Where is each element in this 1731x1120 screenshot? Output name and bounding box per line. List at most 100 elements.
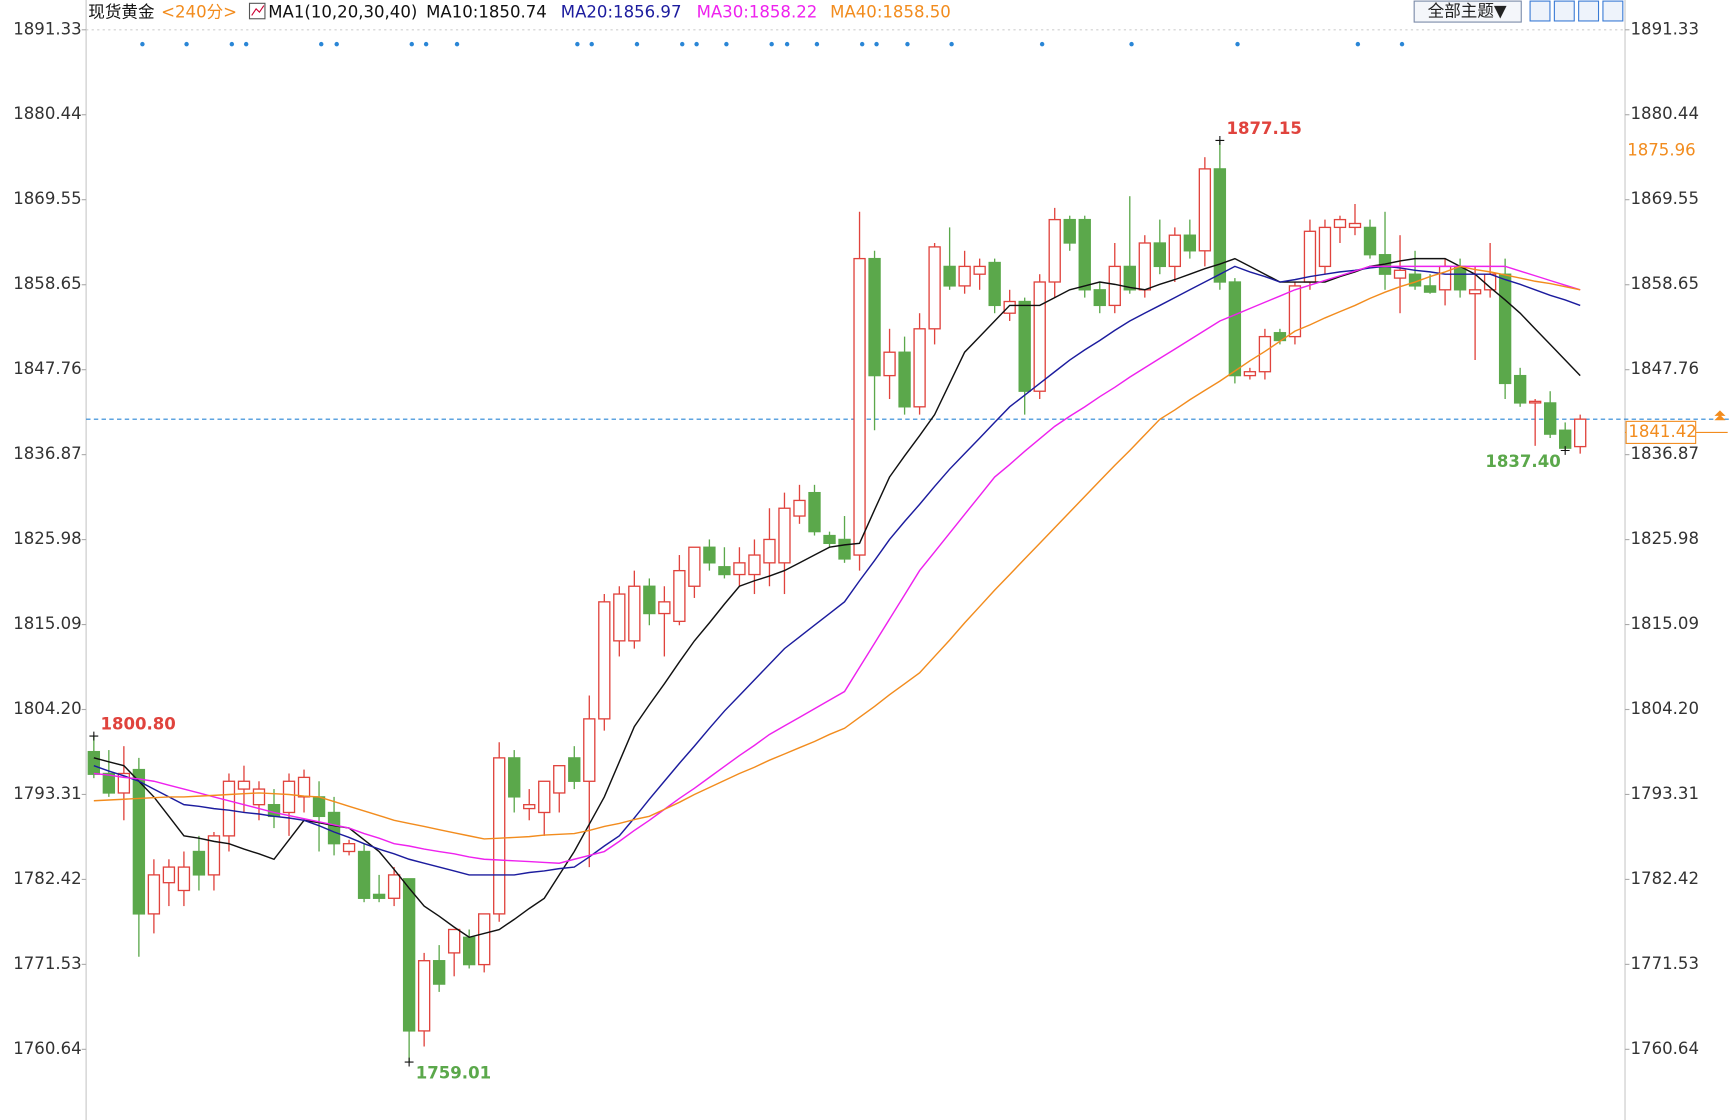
candle-body — [132, 768, 146, 915]
y-tick-label: 1847.76 — [13, 359, 81, 378]
y-tick-label: 1836.87 — [13, 444, 81, 463]
candle-body — [1423, 285, 1437, 293]
candle-body — [282, 780, 296, 814]
candle-body — [538, 780, 551, 814]
ma-line — [93, 265, 1581, 864]
candle-body — [1093, 289, 1106, 307]
candle-body — [462, 936, 476, 966]
candle-body — [808, 491, 821, 533]
annotation-marker — [1560, 446, 1570, 455]
y-tick-label: 1771.53 — [13, 954, 81, 973]
y-tick-label-right: 1782.42 — [1631, 869, 1699, 888]
annotation-label: 1837.40 — [1485, 452, 1560, 471]
candle-body — [508, 757, 521, 798]
price-arrow — [1714, 410, 1726, 421]
candle-body — [342, 843, 356, 853]
toolbar-icon[interactable] — [1602, 0, 1624, 22]
candle-body — [372, 893, 386, 899]
indicator[interactable]: MA1(10,20,30,40) — [268, 3, 417, 22]
candle-body — [898, 351, 911, 408]
candle-body — [1228, 281, 1242, 377]
candle-body — [1498, 273, 1512, 385]
candle-body — [568, 757, 581, 782]
annotation-marker — [1215, 135, 1225, 145]
candle-body — [87, 750, 101, 775]
toolbar-icon[interactable] — [1553, 0, 1575, 22]
candle-body — [838, 538, 851, 560]
candle-body — [1183, 234, 1197, 252]
candle-body — [988, 261, 1001, 307]
candle-body — [102, 772, 116, 794]
y-tick-label-right: 1804.20 — [1631, 699, 1699, 718]
candle-body — [252, 788, 266, 806]
candle-body — [1108, 265, 1121, 307]
y-tick-label-right: 1847.76 — [1631, 359, 1699, 378]
period[interactable]: <240分> — [161, 3, 237, 22]
candle-body — [493, 757, 506, 915]
candle-body — [613, 593, 626, 642]
candle-body — [207, 835, 221, 876]
candle-body — [237, 780, 251, 790]
signal-dots — [140, 41, 1405, 47]
annotation-label: 1759.01 — [416, 1064, 491, 1083]
y-tick-label: 1804.20 — [13, 699, 81, 718]
candle-body — [402, 878, 416, 1032]
y-tick-label: 1880.44 — [13, 104, 81, 123]
legend-entry: MA10:1850.74 — [426, 3, 547, 22]
y-tick-label-right: 1815.09 — [1631, 614, 1699, 633]
indicator-icon[interactable] — [248, 2, 266, 20]
price-tag-label: 1841.42 — [1628, 422, 1696, 441]
y-tick-label-right: 1880.44 — [1631, 104, 1699, 123]
candle-body — [357, 850, 371, 899]
candle-body — [417, 960, 431, 1032]
y-tick-label: 1782.42 — [13, 869, 81, 888]
y-tick-label-right: 1793.31 — [1631, 784, 1699, 803]
candle-body — [1048, 218, 1061, 283]
candle-body — [793, 499, 806, 517]
candle-body — [1318, 226, 1332, 268]
legend-entry: MA30:1858.22 — [697, 3, 818, 22]
price-tag-box — [1625, 420, 1697, 444]
candle-body — [883, 351, 896, 377]
candle-body — [658, 601, 671, 615]
candle-body — [1153, 242, 1166, 268]
candle-body — [1288, 285, 1302, 338]
instrument-title: 现货黄金 — [88, 3, 155, 22]
candle-body — [1528, 400, 1542, 404]
candle-body — [1018, 300, 1031, 392]
toolbar-icon[interactable] — [1529, 0, 1551, 22]
candle-body — [958, 265, 971, 287]
candle-body — [748, 554, 761, 576]
candle-body — [432, 960, 446, 985]
y-tick-label: 1869.55 — [13, 189, 81, 208]
candle-body — [1243, 371, 1257, 377]
y-tick-label-right: 1891.33 — [1631, 19, 1699, 38]
candle-body — [1138, 242, 1151, 291]
y-tick-label-right: 1836.87 — [1631, 444, 1699, 463]
theme-button[interactable] — [1413, 0, 1522, 23]
candle-body — [823, 534, 836, 545]
candle-body — [1063, 218, 1076, 244]
candle-body — [1003, 300, 1016, 314]
candle-body — [598, 601, 611, 720]
candle-body — [222, 780, 236, 837]
candle-body — [297, 776, 311, 798]
candle-body — [973, 265, 986, 275]
y-tick-label-right: 1771.53 — [1631, 954, 1699, 973]
theme-button-label[interactable]: 全部主题▼ — [1428, 2, 1507, 21]
candle-body — [853, 257, 866, 556]
candle-body — [312, 796, 326, 818]
candle-body — [117, 772, 131, 794]
candle-body — [868, 257, 881, 377]
candle-body — [688, 546, 701, 587]
candle-body — [478, 913, 491, 966]
candle-body — [1513, 374, 1527, 404]
candle-body — [718, 566, 731, 576]
candle-body — [327, 811, 341, 845]
candle-body — [267, 804, 281, 818]
toolbar-icon[interactable] — [1578, 0, 1600, 22]
y-tick-label: 1891.33 — [13, 19, 81, 38]
candle-body — [778, 507, 791, 564]
